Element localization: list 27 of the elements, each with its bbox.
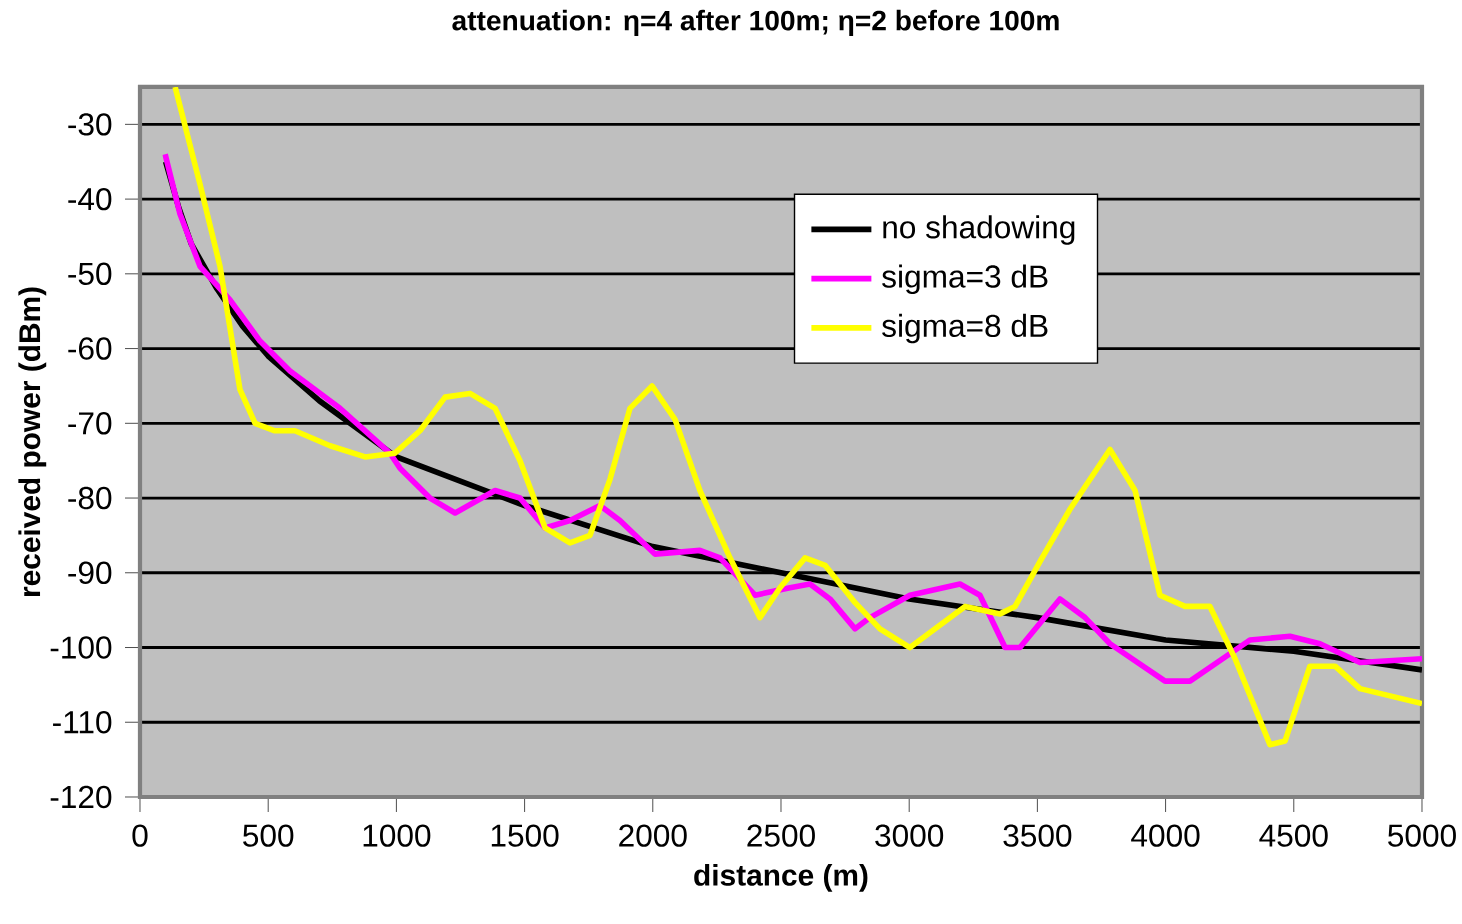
- x-tick-label: 0: [132, 824, 148, 847]
- x-tick-label: 5000: [1388, 824, 1456, 847]
- x-axis-title: distance (m): [694, 863, 868, 892]
- x-tick-label: 3500: [1003, 824, 1072, 847]
- y-tick-label: -100: [50, 636, 112, 659]
- y-axis-title: received power (dBm): [18, 287, 47, 597]
- x-tick-label: 1000: [363, 824, 431, 847]
- x-tick-label: 4000: [1131, 824, 1200, 847]
- y-tick-label: -70: [68, 412, 112, 435]
- legend-label: sigma=8 dB: [882, 313, 1048, 344]
- y-tick-label: -50: [68, 262, 112, 286]
- chart-title: attenuation: η=4 after 100m; η=2 before 100m: [452, 9, 1059, 37]
- y-tick-label: -40: [68, 187, 112, 211]
- y-tick-label: -90: [68, 561, 112, 584]
- y-tick-label: -110: [53, 711, 112, 734]
- y-tick-label: -120: [50, 785, 112, 809]
- y-tick-label: -60: [68, 337, 112, 360]
- y-tick-label: -30: [68, 113, 112, 136]
- x-tick-label: 4500: [1259, 824, 1328, 847]
- x-tick-label: 1500: [491, 824, 559, 847]
- x-tick-label: 500: [243, 824, 294, 847]
- legend-label: no shadowing: [883, 215, 1075, 245]
- x-tick-label: 3000: [875, 824, 944, 847]
- y-tick-label: -80: [68, 486, 112, 510]
- x-tick-label: 2500: [747, 824, 815, 847]
- x-tick-label: 2000: [619, 824, 687, 847]
- legend-label: sigma=3 dB: [882, 264, 1048, 295]
